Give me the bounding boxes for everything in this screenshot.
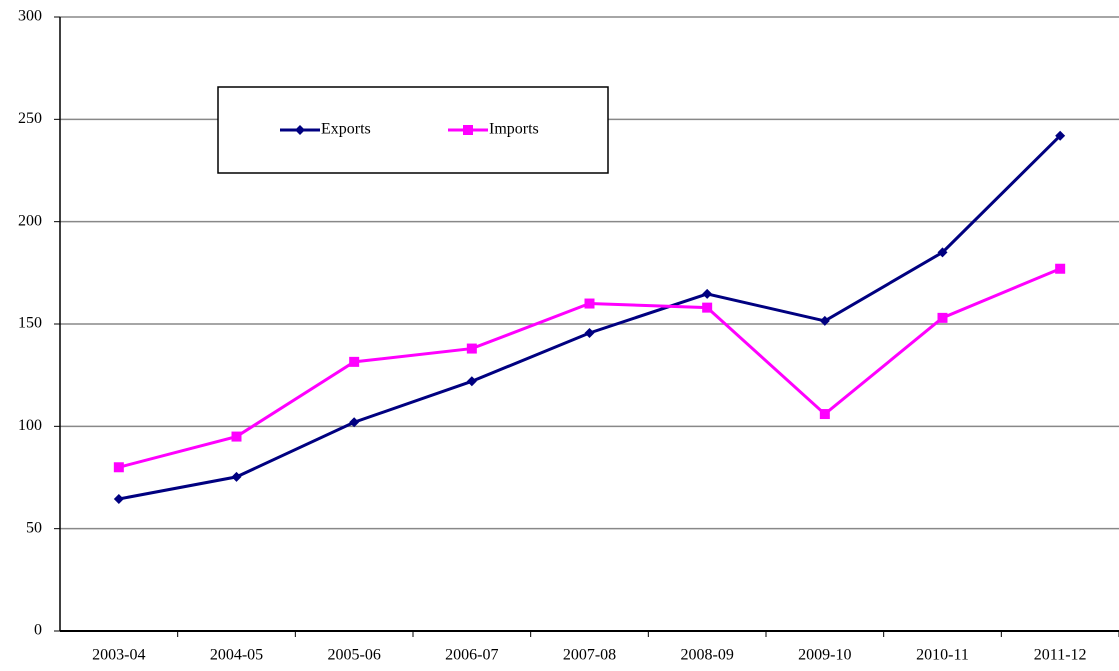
- x-tick-label: 2004-05: [210, 647, 263, 664]
- legend-label: Imports: [489, 121, 539, 138]
- point: [1055, 130, 1066, 141]
- series-line: [118, 267, 1061, 469]
- y-tick-label: 150: [18, 315, 42, 332]
- legend-box: [217, 86, 609, 174]
- x-tick-label: 2011-12: [1034, 647, 1087, 664]
- point: [231, 471, 242, 482]
- x-tick-label: 2010-11: [916, 647, 969, 664]
- point: [349, 417, 360, 428]
- y-tick-label: 50: [26, 519, 42, 536]
- point: [819, 409, 830, 420]
- x-tick-label: 2008-09: [681, 647, 734, 664]
- point: [466, 343, 477, 354]
- point: [584, 298, 595, 309]
- point: [113, 493, 124, 504]
- y-tick-label: 0: [34, 622, 42, 639]
- x-tick-label: 2003-04: [92, 647, 145, 664]
- point: [349, 356, 360, 367]
- point: [819, 315, 830, 326]
- point: [702, 302, 713, 313]
- point: [1055, 263, 1066, 274]
- point: [584, 328, 595, 339]
- point: [466, 376, 477, 387]
- x-tick-label: 2007-08: [563, 647, 616, 664]
- y-tick-label: 200: [18, 212, 42, 229]
- point: [231, 431, 242, 442]
- point: [937, 312, 948, 323]
- y-tick-label: 100: [18, 417, 42, 434]
- point: [937, 247, 948, 258]
- y-tick-label: 300: [18, 8, 42, 25]
- x-tick-label: 2006-07: [445, 647, 498, 664]
- point: [702, 288, 713, 299]
- y-tick-label: 250: [18, 110, 42, 127]
- x-tick-label: 2005-06: [328, 647, 381, 664]
- legend-label: Exports: [321, 121, 371, 138]
- series-line: [118, 134, 1062, 501]
- x-tick-label: 2009-10: [798, 647, 851, 664]
- point: [113, 462, 124, 473]
- legend-marker: [295, 125, 305, 135]
- legend-marker: [463, 125, 473, 135]
